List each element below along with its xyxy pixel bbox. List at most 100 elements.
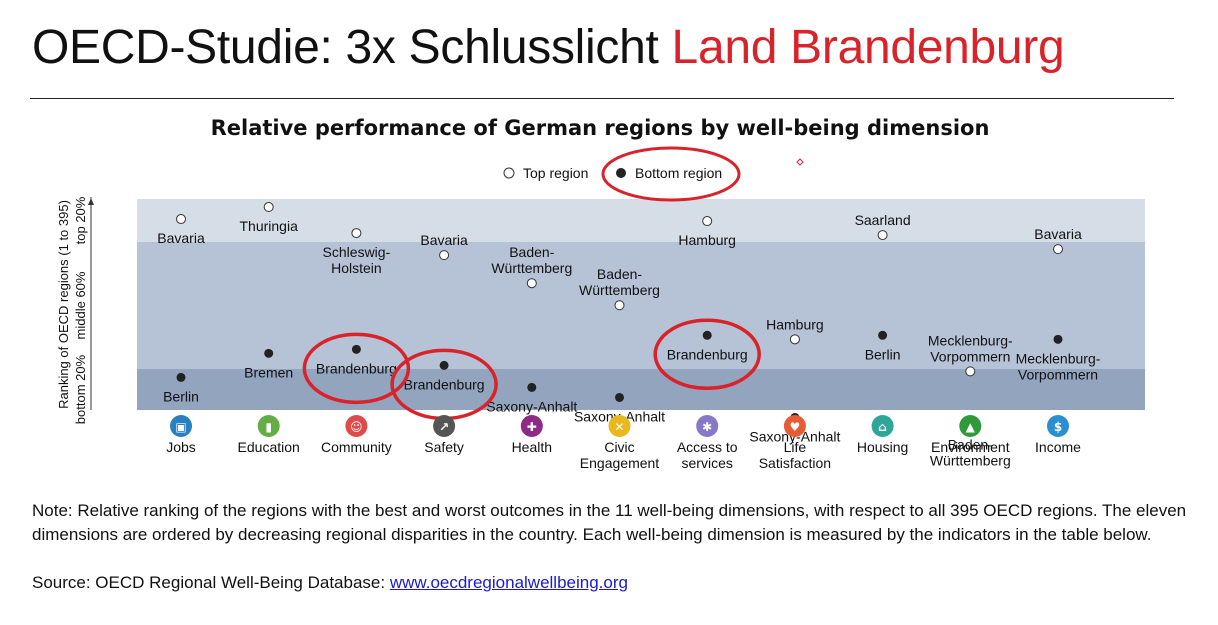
category-label: Satisfaction — [759, 455, 831, 471]
bottom-region-point — [702, 330, 712, 340]
red-diamond-mark — [796, 158, 804, 166]
top-region-point — [526, 278, 537, 289]
bottom-region-point — [615, 392, 624, 402]
point-label: Holstein — [331, 260, 382, 276]
legend-bottom-marker — [616, 168, 626, 178]
category-label: Access to — [677, 439, 738, 455]
community-icon: ☺ — [345, 415, 368, 437]
top-region-point — [176, 214, 186, 225]
bottom-region-point — [527, 382, 537, 392]
category-label: Education — [238, 439, 300, 455]
band-top-20 — [137, 199, 1145, 242]
svg-text:▮: ▮ — [265, 420, 272, 434]
bottom-region-point — [176, 372, 186, 382]
point-label: Bavaria — [157, 230, 205, 246]
top-region-point — [351, 228, 362, 239]
point-label: Baden- — [597, 266, 642, 282]
band-middle-60 — [137, 242, 1145, 369]
point-label: Bavaria — [420, 232, 468, 248]
source-prefix: Source: OECD Regional Well-Being Databas… — [32, 573, 386, 592]
svg-text:▣: ▣ — [175, 420, 186, 434]
point-label: Bremen — [244, 364, 293, 380]
svg-text:↗: ↗ — [439, 420, 449, 434]
health-icon: ✚ — [520, 415, 543, 437]
bottom-region-point — [878, 330, 888, 340]
top-region-point — [1053, 244, 1063, 255]
chart-title: Relative performance of German regions b… — [210, 116, 990, 140]
svg-text:$: $ — [1054, 420, 1062, 434]
safety-icon: ↗ — [433, 415, 456, 437]
top-region-point — [439, 250, 450, 261]
headline-highlight: Land Brandenburg — [671, 21, 1065, 74]
bottom-region-point — [1053, 334, 1063, 344]
chart-note: Note: Relative ranking of the regions wi… — [32, 501, 1187, 544]
svg-text:✚: ✚ — [527, 420, 537, 434]
category-label: Environment — [931, 439, 1010, 455]
point-label: Württemberg — [930, 453, 1011, 469]
point-label: Mecklenburg- — [928, 332, 1013, 348]
svg-text:▲: ▲ — [966, 420, 976, 434]
category-label: Life — [784, 439, 807, 455]
access-to-services-icon: ✱ — [696, 415, 719, 437]
brandenburg-highlight-circle — [653, 318, 761, 391]
environment-icon: ▲ — [959, 415, 982, 437]
headline-main: OECD-Studie: 3x Schlusslicht — [32, 21, 659, 74]
y-band-label: top 20% — [73, 196, 88, 244]
svg-text:☺: ☺ — [350, 420, 363, 434]
point-label: Vorpommern — [1018, 366, 1098, 382]
point-label: Berlin — [163, 388, 199, 404]
y-axis-label: Ranking of OECD regions (1 to 395) — [56, 200, 71, 409]
well-being-chart: top 20% middle 60% bottom 20%Ranking of OE… — [56, 146, 1145, 471]
point-label: Brandenburg — [404, 376, 485, 392]
svg-text:⌂: ⌂ — [878, 420, 887, 434]
life-satisfaction-icon: ♥ — [783, 415, 806, 437]
point-label: Vorpommern — [930, 348, 1010, 364]
y-band-label: middle 60% — [73, 271, 88, 339]
category-label: Community — [321, 439, 392, 455]
y-band-label: bottom 20% — [73, 354, 88, 424]
point-label: Thuringia — [240, 218, 299, 234]
point-label: Brandenburg — [667, 346, 748, 362]
bottom-region-point — [439, 360, 449, 370]
top-region-point — [789, 334, 800, 345]
category-label: Jobs — [166, 439, 196, 455]
category-label: Housing — [857, 439, 908, 455]
point-label: Baden- — [948, 437, 993, 453]
housing-icon: ⌂ — [871, 415, 894, 437]
point-label: Saarland — [855, 212, 911, 228]
point-label: Saxony-Anhalt — [486, 398, 577, 414]
source-link[interactable]: www.oecdregionalwellbeing.org — [389, 573, 628, 592]
svg-text:✕: ✕ — [614, 420, 624, 434]
legend-top-marker — [503, 167, 515, 179]
category-label: services — [682, 455, 733, 471]
top-region-point — [702, 216, 713, 227]
civic-engagement-icon: ✕ — [608, 415, 631, 437]
income-icon: $ — [1047, 415, 1069, 437]
point-label: Hamburg — [766, 316, 824, 332]
category-label: Income — [1035, 439, 1081, 455]
headline-divider — [30, 98, 1174, 99]
y-axis-arrow — [88, 198, 94, 205]
legend-top-label: Top region — [523, 165, 588, 181]
point-label: Württemberg — [491, 260, 572, 276]
point-label: Baden- — [509, 244, 554, 260]
brandenburg-highlight-circle — [302, 332, 411, 405]
point-label: Bavaria — [1034, 226, 1082, 242]
legend-highlight-circle — [601, 146, 741, 202]
legend-bottom-label: Bottom region — [635, 165, 722, 181]
top-region-point — [263, 202, 274, 213]
top-region-point — [965, 366, 976, 377]
category-label: Civic — [604, 439, 634, 455]
page-headline: OECD-Studie: 3x Schlusslicht Land Brande… — [32, 20, 1065, 75]
category-label: Health — [512, 439, 552, 455]
point-label: Brandenburg — [316, 360, 397, 376]
source-line: Source: OECD Regional Well-Being Databas… — [32, 573, 628, 593]
point-label: Berlin — [865, 346, 901, 362]
point-label: Württemberg — [579, 282, 660, 298]
category-label: Safety — [424, 439, 464, 455]
jobs-icon: ▣ — [170, 415, 192, 437]
category-label: Engagement — [580, 455, 660, 471]
bottom-region-point — [351, 344, 361, 354]
point-label: Mecklenburg- — [1016, 350, 1101, 366]
point-label: Schleswig- — [323, 244, 391, 260]
